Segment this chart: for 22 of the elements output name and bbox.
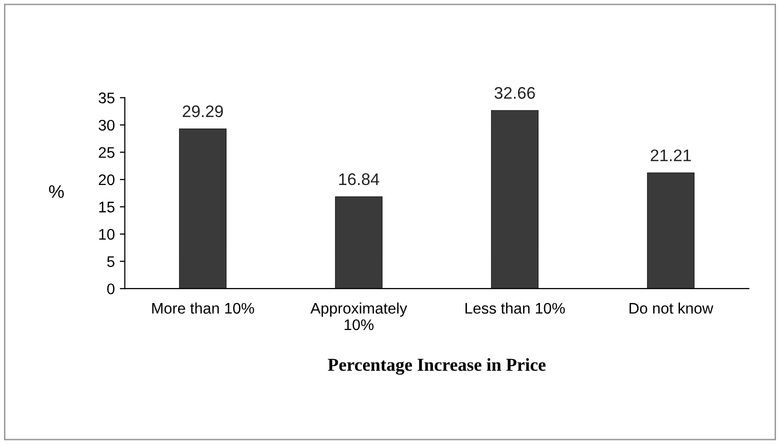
- x-axis-title: Percentage Increase in Price: [328, 358, 546, 375]
- data-label: 16.84: [339, 173, 380, 186]
- y-tick-label: 10: [99, 228, 114, 240]
- data-label: 32.66: [494, 87, 535, 99]
- x-tick-label: Approximately 10%: [310, 302, 408, 330]
- bar: [647, 172, 695, 289]
- y-tick-label: 5: [107, 256, 114, 268]
- y-tick-label: 15: [99, 202, 114, 212]
- bar: [179, 128, 227, 289]
- y-tick-label: 20: [98, 174, 114, 186]
- y-tick-label: 25: [98, 147, 114, 158]
- y-tick-label: 30: [98, 120, 114, 131]
- x-tick-label: More than 10%: [152, 302, 254, 314]
- y-tick-label: 35: [98, 92, 114, 104]
- data-label: 21.21: [650, 149, 691, 162]
- y-axis-title: %: [49, 185, 64, 198]
- bar: [335, 196, 383, 289]
- x-tick-label: Do not know: [630, 302, 714, 314]
- y-tick-label: 0: [107, 283, 114, 294]
- bar: [491, 110, 539, 289]
- x-tick-label: Less than 10%: [466, 302, 565, 314]
- data-label: 29.29: [182, 105, 223, 118]
